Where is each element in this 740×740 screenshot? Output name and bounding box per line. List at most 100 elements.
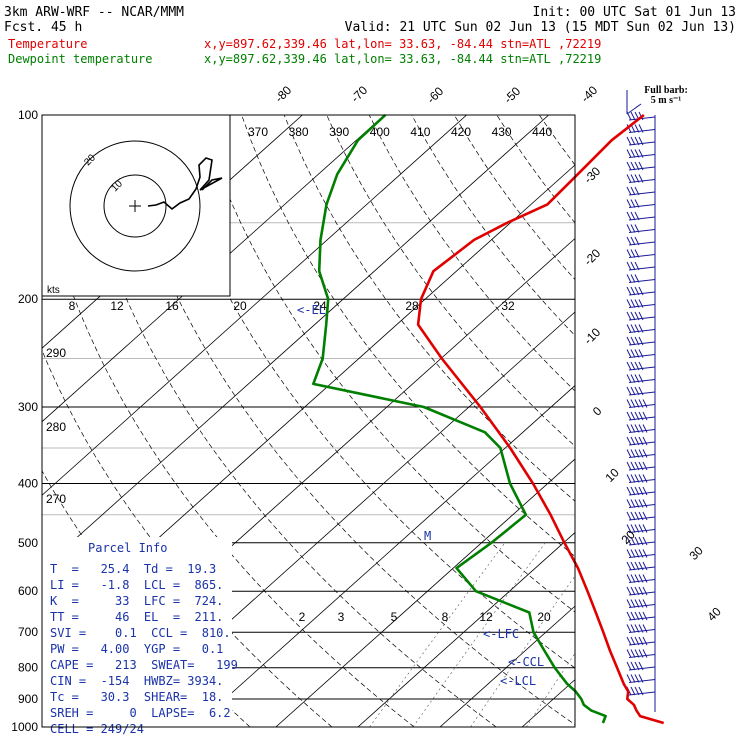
wind-barb-flag xyxy=(626,399,632,408)
wind-barb xyxy=(626,611,656,621)
wind-barb-flag xyxy=(634,324,640,333)
wind-legend-title: Full barb: xyxy=(644,85,688,96)
wind-barb xyxy=(626,236,656,246)
wind-barb-flag xyxy=(634,299,640,308)
wind-barb-flag xyxy=(630,149,636,158)
hodograph: 10 20 kts xyxy=(41,114,231,297)
wind-barb xyxy=(626,686,656,696)
wind-barb-flag xyxy=(626,186,632,196)
parcel-info-title: Parcel Info xyxy=(88,541,167,555)
wind-barb xyxy=(626,624,656,633)
wind-barb-flag xyxy=(626,574,632,583)
wind-barb-flag xyxy=(630,111,636,121)
wind-barb xyxy=(626,436,656,446)
wind-barb-flag xyxy=(634,611,640,621)
wind-barb-flag xyxy=(630,599,636,608)
wind-barb-flag xyxy=(642,649,648,658)
wind-barb-flag xyxy=(630,649,636,658)
parcel-row-2: LI = -1.8 LCL = 865. xyxy=(50,578,223,592)
wind-barb-flag xyxy=(626,274,632,283)
wind-barb-flag xyxy=(626,124,632,133)
wind-barb-flag xyxy=(626,511,632,521)
hodograph-trace xyxy=(147,157,223,211)
parcel-row-11: CELL = 249/24 xyxy=(50,722,144,736)
wind-barb-flag xyxy=(626,211,632,221)
wind-barb xyxy=(626,374,656,383)
wind-barb xyxy=(626,599,656,608)
wind-barb-flag xyxy=(634,486,640,496)
wind-barb-flag xyxy=(642,561,648,571)
wind-barb-flag xyxy=(630,324,636,333)
isotherm--20 xyxy=(275,458,575,727)
mixing-ratio-lower-2: 2 xyxy=(299,610,306,624)
marker-m: M xyxy=(424,529,431,543)
model-title: 3km ARW-WRF -- NCAR/MMM xyxy=(4,5,184,20)
wind-barb-flag xyxy=(638,374,644,383)
wind-barb-flag xyxy=(638,386,644,396)
marker-el: <-EL xyxy=(297,303,326,317)
wind-barb-flag xyxy=(626,199,632,208)
wind-barb xyxy=(626,511,656,521)
pressure-tick-400: 400 xyxy=(18,476,38,490)
wind-barb-flag xyxy=(634,524,640,533)
isotherm-0 xyxy=(439,605,575,727)
wind-barb xyxy=(626,424,656,433)
wind-barb-flag xyxy=(626,336,632,346)
mixing-ratio-lower-8: 8 xyxy=(442,610,449,624)
theta-e-label-370: 370 xyxy=(248,125,268,139)
wind-barb-flag xyxy=(638,661,644,671)
wind-barb-flag xyxy=(630,686,636,696)
wind-barb-flag xyxy=(626,524,632,533)
wind-barb-staff xyxy=(628,241,656,246)
wind-barb-flag xyxy=(626,499,632,508)
mixing-ratio-upper-12: 12 xyxy=(110,299,124,313)
wind-barb-flag xyxy=(638,424,644,433)
dry-adiabat-330 xyxy=(283,115,575,502)
wind-barb-flag xyxy=(642,424,648,433)
wind-barb-flag xyxy=(626,636,632,646)
wind-barb-flag xyxy=(638,124,644,133)
wind-barb-flag xyxy=(634,161,640,171)
isotherm-label--80: -80 xyxy=(272,83,294,105)
wind-barb xyxy=(626,449,656,458)
mixing-ratio-20 xyxy=(643,543,740,727)
wind-barb xyxy=(626,461,656,471)
isotherm--10 xyxy=(357,532,575,727)
wind-barb-flag xyxy=(638,174,644,183)
wind-barb-flag xyxy=(630,199,636,208)
wind-barb xyxy=(626,661,656,671)
mixing-ratio-lower-3: 3 xyxy=(338,610,345,624)
wind-barb-flag xyxy=(626,561,632,571)
theta-label-290: 290 xyxy=(46,346,66,360)
wind-barb xyxy=(626,574,656,583)
wind-barb xyxy=(626,674,656,683)
isotherm-label--50: -50 xyxy=(501,84,523,106)
wind-barb-flag xyxy=(638,686,644,696)
parcel-row-1: T = 25.4 Td = 19.3 xyxy=(50,562,216,576)
parcel-row-3: K = 33 LFC = 724. xyxy=(50,594,223,608)
wind-barb-flag xyxy=(634,224,640,233)
wind-barb xyxy=(626,324,656,333)
parcel-row-4: TT = 46 EL = 211. xyxy=(50,610,223,624)
wind-barb-flag xyxy=(630,511,636,521)
marker-lfc: <-LFC xyxy=(483,627,519,641)
wind-barb-flag xyxy=(630,236,636,246)
wind-barb-staff xyxy=(628,191,656,196)
theta-label-280: 280 xyxy=(46,420,66,434)
wind-legend-value: 5 m s⁻¹ xyxy=(651,95,682,106)
isotherm-label--40: -40 xyxy=(578,83,600,105)
wind-barb-flag xyxy=(638,299,644,308)
wind-barb-flag xyxy=(634,249,640,258)
marker-lcl: <-LCL xyxy=(500,674,536,688)
wind-barb-flag xyxy=(630,474,636,483)
isotherm--80 xyxy=(42,115,467,496)
wind-barb-flag xyxy=(638,436,644,446)
dry-adiabat-340 xyxy=(326,115,575,447)
wind-barb-flag xyxy=(626,549,632,558)
wind-barb-flag xyxy=(630,274,636,283)
forecast-hour: Fcst. 45 h xyxy=(4,20,82,35)
wind-barb-flag xyxy=(634,336,640,346)
wind-barb-flag xyxy=(626,486,632,496)
wind-barb-flag xyxy=(626,249,632,258)
pressure-tick-1000: 1000 xyxy=(11,720,38,734)
